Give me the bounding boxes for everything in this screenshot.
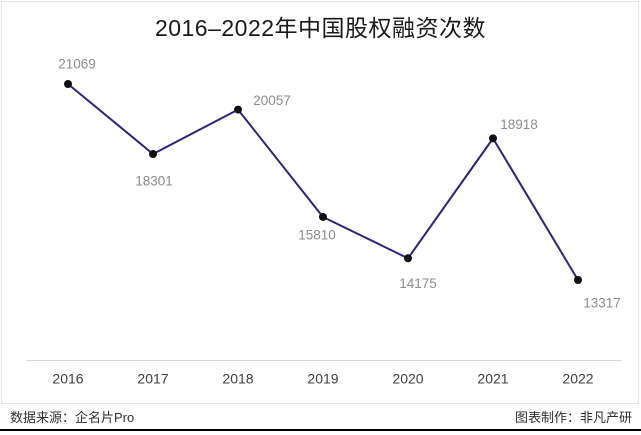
chart-card (1, 1, 639, 404)
point-value-label: 14175 (399, 276, 437, 291)
line-chart: 21069 2016 18301 2017 20057 2018 15810 2019 1417… (26, 57, 622, 387)
x-tick-label: 2021 (477, 371, 508, 387)
chart-maker-label: 图表制作：非凡产研 (514, 409, 632, 425)
data-point (234, 105, 242, 114)
data-point (404, 254, 412, 263)
point-value-label: 18301 (135, 173, 173, 188)
data-point (319, 212, 327, 221)
point-value-label: 18918 (500, 117, 538, 132)
point-value-label: 21069 (58, 57, 96, 72)
point-value-label: 20057 (253, 93, 291, 108)
x-tick-label: 2016 (52, 371, 83, 387)
x-tick-label: 2018 (222, 371, 253, 387)
data-point (574, 276, 582, 284)
bottom-rule (0, 429, 641, 431)
x-tick-label: 2019 (307, 371, 338, 387)
data-source-label: 数据来源：企名片Pro (10, 409, 135, 425)
x-tick-label: 2017 (137, 371, 168, 387)
data-point (149, 149, 157, 158)
chart-title: 2016–2022年中国股权融资次数 (154, 15, 487, 41)
point-value-label: 15810 (298, 227, 336, 242)
data-point (64, 80, 72, 88)
x-tick-label: 2022 (562, 371, 593, 387)
point-value-label: 13317 (583, 296, 621, 311)
chart-footer: 数据来源：企名片Pro 图表制作：非凡产研 (0, 404, 641, 428)
data-point (489, 134, 497, 143)
x-tick-label: 2020 (392, 371, 423, 387)
